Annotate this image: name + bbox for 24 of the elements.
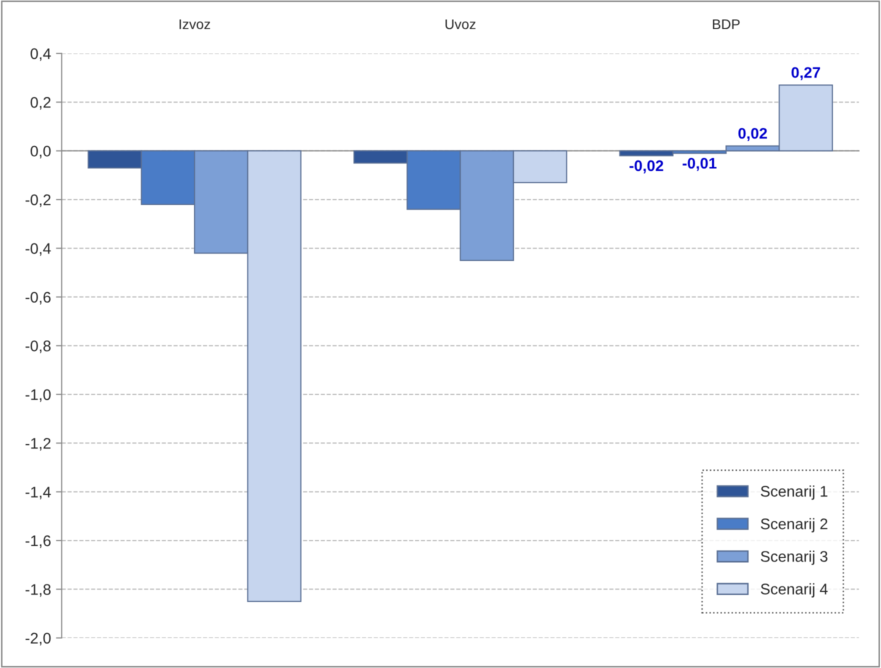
- legend-label: Scenarij 1: [760, 486, 828, 500]
- x-tick-label: Uvoz: [446, 19, 476, 30]
- y-tick-label: -0,2: [26, 194, 50, 208]
- y-tick-label: -1,2: [26, 438, 50, 451]
- x-tick-label: BDP: [712, 19, 740, 30]
- data-label: -0,01: [682, 158, 716, 171]
- y-tick-label: 0,0: [30, 146, 51, 158]
- legend-label: Scenarij 3: [760, 550, 828, 565]
- data-label: 0,02: [738, 128, 767, 142]
- data-label: 0,27: [792, 67, 820, 80]
- y-tick-label: -0,8: [26, 340, 51, 354]
- legend-label: Scenarij 2: [760, 518, 828, 532]
- data-label: -0,02: [630, 160, 664, 174]
- y-tick-label: -1,6: [26, 535, 51, 548]
- y-tick-label: -0,4: [26, 243, 51, 256]
- y-tick-label: -2,0: [26, 632, 51, 646]
- y-tick-label: 0,4: [30, 48, 51, 61]
- x-tick-label: Izvoz: [180, 19, 210, 30]
- legend-label: Scenarij 4: [760, 583, 828, 598]
- y-tick-label: -1,8: [26, 584, 51, 597]
- y-tick-label: -0,6: [26, 292, 51, 304]
- y-tick-label: -1,4: [26, 486, 51, 500]
- y-tick-label: -1,0: [26, 389, 51, 402]
- y-tick-label: 0,2: [30, 97, 50, 110]
